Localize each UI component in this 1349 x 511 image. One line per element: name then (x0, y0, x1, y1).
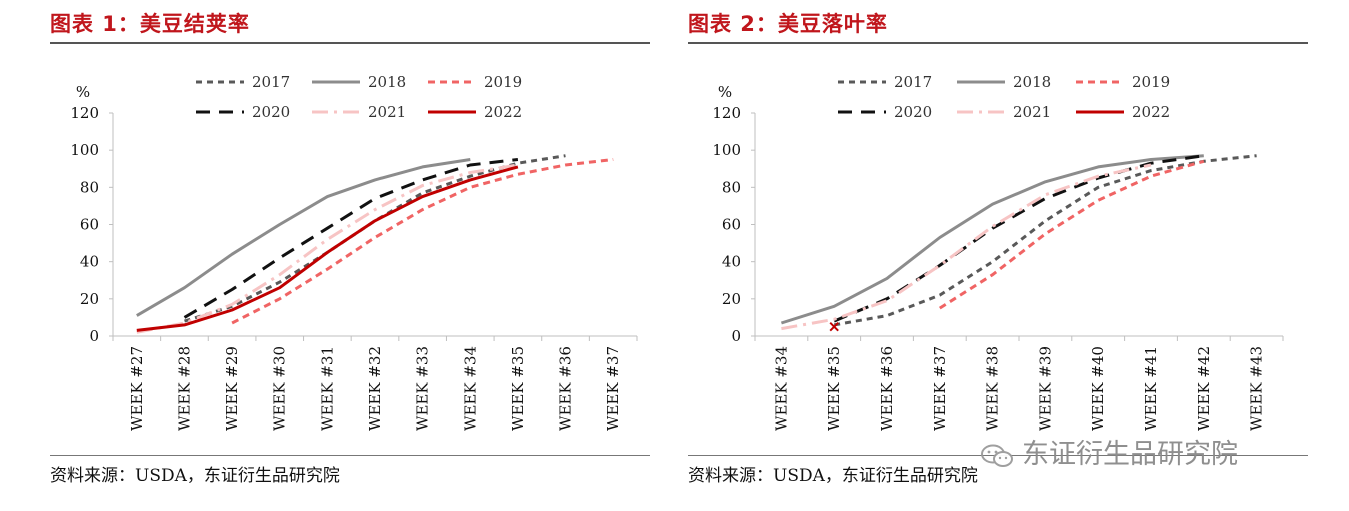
left-x-tick-label: WEEK #36 (557, 346, 575, 431)
right-y-tick-label: 100 (712, 141, 741, 159)
right-legend-label-2019: 2019 (1132, 73, 1170, 91)
left-x-tick-label: WEEK #27 (128, 346, 146, 431)
left-x-tick-label: WEEK #32 (366, 346, 384, 431)
right-x-tick-label: WEEK #34 (772, 346, 790, 431)
right-figure-panel: 图表 2：美豆落叶率 0 20 40 60 80 100 120% WEEK #34 WEEK … (683, 0, 1349, 511)
watermark: 东证衍生品研究院 (980, 432, 1238, 471)
right-y-tick-label: 0 (731, 327, 741, 345)
left-y-tick-label: 40 (80, 253, 99, 271)
left-source-note: 资料来源：USDA，东证衍生品研究院 (50, 466, 340, 486)
left-source-rule (50, 455, 650, 456)
right-series-2021-line (781, 163, 1152, 331)
left-y-tick-label: 20 (80, 290, 99, 308)
left-series-2022-line (136, 165, 519, 332)
right-series-2019-line (938, 159, 1205, 310)
left-legend-label-2018: 2018 (368, 73, 406, 91)
left-figure-panel: 图表 1：美豆结荚率 0 20 40 60 80 100 120% WEEK #27 WEEK … (0, 0, 660, 511)
left-series-2019-line (231, 158, 614, 325)
wechat-icon (981, 444, 1013, 467)
left-legend-label-2022: 2022 (484, 103, 522, 121)
right-x-tick-label: WEEK #43 (1248, 346, 1266, 431)
left-series-2020-line (183, 158, 519, 319)
right-legend-label-2018: 2018 (1013, 73, 1051, 91)
right-x-tick-label: WEEK #40 (1089, 346, 1107, 431)
right-y-tick-label: 40 (722, 253, 741, 271)
right-legend-label-2021: 2021 (1013, 103, 1051, 121)
right-source-note: 资料来源：USDA，东证衍生品研究院 (688, 466, 978, 486)
left-title-rule (50, 42, 650, 44)
left-legend-label-2021: 2021 (368, 103, 406, 121)
left-y-axis-unit: % (76, 83, 90, 101)
left-figure-title: 图表 1：美豆结荚率 (50, 12, 250, 36)
left-x-tick-label: WEEK #34 (461, 346, 479, 431)
right-x-tick-label: WEEK #42 (1195, 346, 1213, 431)
right-figure-title: 图表 2：美豆落叶率 (688, 12, 888, 36)
left-series-2018-line (136, 158, 471, 317)
right-series-2020-line (833, 154, 1205, 323)
left-x-tick-label: WEEK #29 (223, 346, 241, 431)
right-y-tick-label: 120 (712, 104, 741, 122)
watermark-text: 东证衍生品研究院 (1022, 439, 1238, 470)
left-y-tick-label: 80 (80, 178, 99, 196)
right-legend-label-2020: 2020 (894, 103, 932, 121)
right-x-tick-label: WEEK #39 (1036, 346, 1054, 431)
right-y-axis-unit: % (718, 83, 732, 101)
left-x-tick-label: WEEK #31 (318, 346, 336, 431)
right-x-tick-label: WEEK #35 (825, 346, 843, 431)
right-title-rule (688, 42, 1308, 44)
right-x-tick-label: WEEK #37 (931, 346, 949, 431)
right-x-tick-label: WEEK #38 (984, 346, 1002, 431)
right-series-2022-marker (829, 322, 839, 332)
right-y-tick-label: 80 (722, 178, 741, 196)
left-legend-label-2017: 2017 (252, 73, 290, 91)
left-x-tick-label: WEEK #35 (509, 346, 527, 431)
left-series-2021-line (136, 163, 519, 334)
right-y-tick-label: 20 (722, 290, 741, 308)
left-legend-label-2019: 2019 (484, 73, 522, 91)
left-x-tick-label: WEEK #28 (175, 346, 193, 431)
left-y-tick-label: 100 (70, 141, 99, 159)
left-legend-label-2020: 2020 (252, 103, 290, 121)
left-x-tick-label: WEEK #30 (271, 346, 289, 431)
left-y-tick-label: 0 (89, 327, 99, 345)
right-leaf-drop-chart: 0 20 40 60 80 100 120% WEEK #34 WEEK #35 WEEK #36… (712, 73, 1284, 431)
left-x-tick-label: WEEK #37 (604, 346, 622, 431)
right-y-tick-label: 60 (722, 216, 741, 234)
right-legend-label-2022: 2022 (1132, 103, 1170, 121)
right-x-tick-label: WEEK #36 (878, 346, 896, 431)
left-y-tick-label: 120 (70, 104, 99, 122)
left-x-tick-label: WEEK #33 (414, 346, 432, 431)
left-pod-setting-chart: 0 20 40 60 80 100 120% WEEK #27 WEEK #28 WEEK #29… (70, 73, 638, 431)
right-series-2018-line (780, 154, 1204, 325)
left-y-tick-label: 60 (80, 216, 99, 234)
right-legend-label-2017: 2017 (894, 73, 932, 91)
right-x-tick-label: WEEK #41 (1142, 346, 1160, 431)
